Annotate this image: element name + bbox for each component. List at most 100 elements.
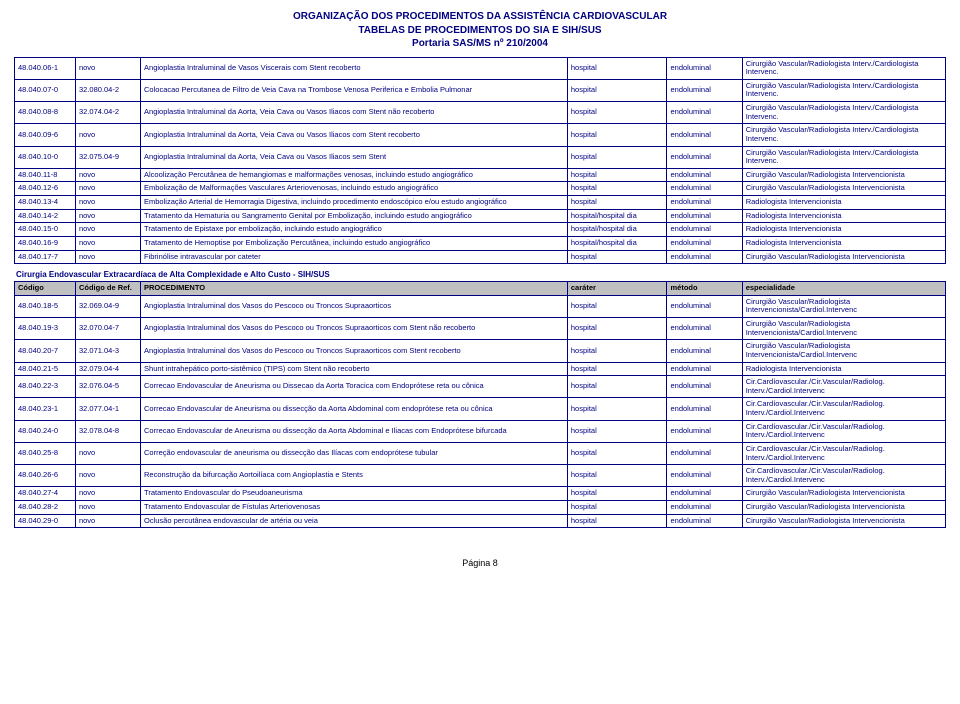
cell-met: endoluminal [667, 196, 742, 210]
cell-c: 48.040.26-6 [15, 465, 76, 487]
cell-p: Tratamento Endovascular de Fístulas Arte… [141, 501, 568, 515]
cell-p: Correcao Endovascular de Aneurisma ou di… [141, 420, 568, 442]
cell-met: endoluminal [667, 514, 742, 528]
cell-r: 32.078.04-8 [75, 420, 140, 442]
cell-p: Fibrinólise intravascular por cateter [141, 250, 568, 264]
cell-met: endoluminal [667, 182, 742, 196]
cell-esp: Radiologista Intervencionista [742, 236, 945, 250]
cell-r: 32.076.04-5 [75, 376, 140, 398]
table-row: 48.040.09-6novoAngioplastia Intraluminal… [15, 124, 946, 146]
header-procedimento: PROCEDIMENTO [141, 282, 568, 296]
cell-r: novo [75, 124, 140, 146]
cell-r: novo [75, 465, 140, 487]
cell-p: Correcao Endovascular de Aneurisma ou di… [141, 398, 568, 420]
cell-p: Tratamento de Hemoptise por Embolização … [141, 236, 568, 250]
title-line-2: TABELAS DE PROCEDIMENTOS DO SIA E SIH/SU… [14, 24, 946, 38]
cell-car: hospital [567, 146, 667, 168]
cell-esp: Cirurgião Vascular/Radiologista Interven… [742, 487, 945, 501]
cell-met: endoluminal [667, 465, 742, 487]
cell-c: 48.040.23-1 [15, 398, 76, 420]
cell-r: 32.069.04-9 [75, 295, 140, 317]
cell-esp: Cirurgião Vascular/Radiologista Interven… [742, 318, 945, 340]
cell-car: hospital [567, 487, 667, 501]
header-codigo-ref: Código de Ref. [75, 282, 140, 296]
cell-esp: Cirurgião Vascular/Radiologista Interven… [742, 340, 945, 362]
cell-car: hospital/hospital dia [567, 209, 667, 223]
cell-met: endoluminal [667, 340, 742, 362]
cell-c: 48.040.28-2 [15, 501, 76, 515]
cell-c: 48.040.19-3 [15, 318, 76, 340]
cell-met: endoluminal [667, 223, 742, 237]
cell-c: 48.040.08-8 [15, 102, 76, 124]
cell-c: 48.040.27-4 [15, 487, 76, 501]
cell-esp: Cirurgião Vascular/Radiologista Interven… [742, 295, 945, 317]
cell-r: novo [75, 57, 140, 79]
cell-c: 48.040.12-6 [15, 182, 76, 196]
table-row: 48.040.16-9novoTratamento de Hemoptise p… [15, 236, 946, 250]
table-row: 48.040.14-2novoTratamento da Hematuria o… [15, 209, 946, 223]
cell-c: 48.040.22-3 [15, 376, 76, 398]
cell-r: 32.075.04-9 [75, 146, 140, 168]
table-row: 48.040.06-1novoAngioplastia Intraluminal… [15, 57, 946, 79]
header-metodo: método [667, 282, 742, 296]
cell-p: Oclusão percutânea endovascular de artér… [141, 514, 568, 528]
header-codigo: Código [15, 282, 76, 296]
cell-c: 48.040.16-9 [15, 236, 76, 250]
cell-met: endoluminal [667, 57, 742, 79]
cell-p: Alcoolização Percutânea de hemangiomas e… [141, 168, 568, 182]
cell-esp: Radiologista Intervencionista [742, 209, 945, 223]
cell-met: endoluminal [667, 318, 742, 340]
cell-met: endoluminal [667, 442, 742, 464]
cell-c: 48.040.18-5 [15, 295, 76, 317]
cell-p: Tratamento Endovascular do Pseudoaneuris… [141, 487, 568, 501]
cell-met: endoluminal [667, 487, 742, 501]
table-row: 48.040.24-032.078.04-8Correcao Endovascu… [15, 420, 946, 442]
cell-r: 32.077.04-1 [75, 398, 140, 420]
table-row: 48.040.10-032.075.04-9Angioplastia Intra… [15, 146, 946, 168]
cell-car: hospital [567, 79, 667, 101]
cell-esp: Radiologista Intervencionista [742, 196, 945, 210]
cell-met: endoluminal [667, 168, 742, 182]
title-line-1: ORGANIZAÇÃO DOS PROCEDIMENTOS DA ASSISTÊ… [14, 10, 946, 24]
cell-esp: Cirurgião Vascular/Radiologista Interv./… [742, 146, 945, 168]
cell-car: hospital/hospital dia [567, 223, 667, 237]
table-row: 48.040.26-6novoReconstrução da bifurcaçã… [15, 465, 946, 487]
cell-c: 48.040.29-0 [15, 514, 76, 528]
cell-p: Shunt intrahepático porto-sistêmico (TIP… [141, 362, 568, 376]
table-row: 48.040.18-532.069.04-9Angioplastia Intra… [15, 295, 946, 317]
cell-p: Angioplastia Intraluminal da Aorta, Veia… [141, 102, 568, 124]
table-row: 48.040.13-4novoEmbolização Arterial de H… [15, 196, 946, 210]
cell-p: Angioplastia Intraluminal dos Vasos do P… [141, 295, 568, 317]
cell-c: 48.040.10-0 [15, 146, 76, 168]
cell-car: hospital [567, 57, 667, 79]
page-footer: Página 8 [14, 528, 946, 568]
cell-car: hospital/hospital dia [567, 236, 667, 250]
cell-met: endoluminal [667, 398, 742, 420]
cell-met: endoluminal [667, 102, 742, 124]
cell-r: 32.074.04-2 [75, 102, 140, 124]
cell-car: hospital [567, 501, 667, 515]
cell-c: 48.040.14-2 [15, 209, 76, 223]
cell-car: hospital [567, 465, 667, 487]
cell-car: hospital [567, 124, 667, 146]
cell-r: novo [75, 514, 140, 528]
cell-c: 48.040.13-4 [15, 196, 76, 210]
cell-esp: Cir.Cardíovascular./Cir.Vascular/Radiolo… [742, 420, 945, 442]
section-title: Cirurgia Endovascular Extracardíaca de A… [14, 264, 946, 281]
cell-c: 48.040.09-6 [15, 124, 76, 146]
table-row: 48.040.29-0novoOclusão percutânea endova… [15, 514, 946, 528]
cell-car: hospital [567, 182, 667, 196]
cell-esp: Cirurgião Vascular/Radiologista Interv./… [742, 57, 945, 79]
cell-p: Embolização de Malformações Vasculares A… [141, 182, 568, 196]
cell-met: endoluminal [667, 501, 742, 515]
header-carater: caráter [567, 282, 667, 296]
cell-car: hospital [567, 168, 667, 182]
cell-r: 32.070.04-7 [75, 318, 140, 340]
cell-met: endoluminal [667, 420, 742, 442]
cell-p: Correção endovascular de aneurisma ou di… [141, 442, 568, 464]
table-header-row: Código Código de Ref. PROCEDIMENTO carát… [15, 282, 946, 296]
cell-esp: Cir.Cardíovascular./Cir.Vascular/Radiolo… [742, 398, 945, 420]
cell-esp: Cirurgião Vascular/Radiologista Interven… [742, 182, 945, 196]
cell-r: 32.080.04-2 [75, 79, 140, 101]
cell-met: endoluminal [667, 250, 742, 264]
